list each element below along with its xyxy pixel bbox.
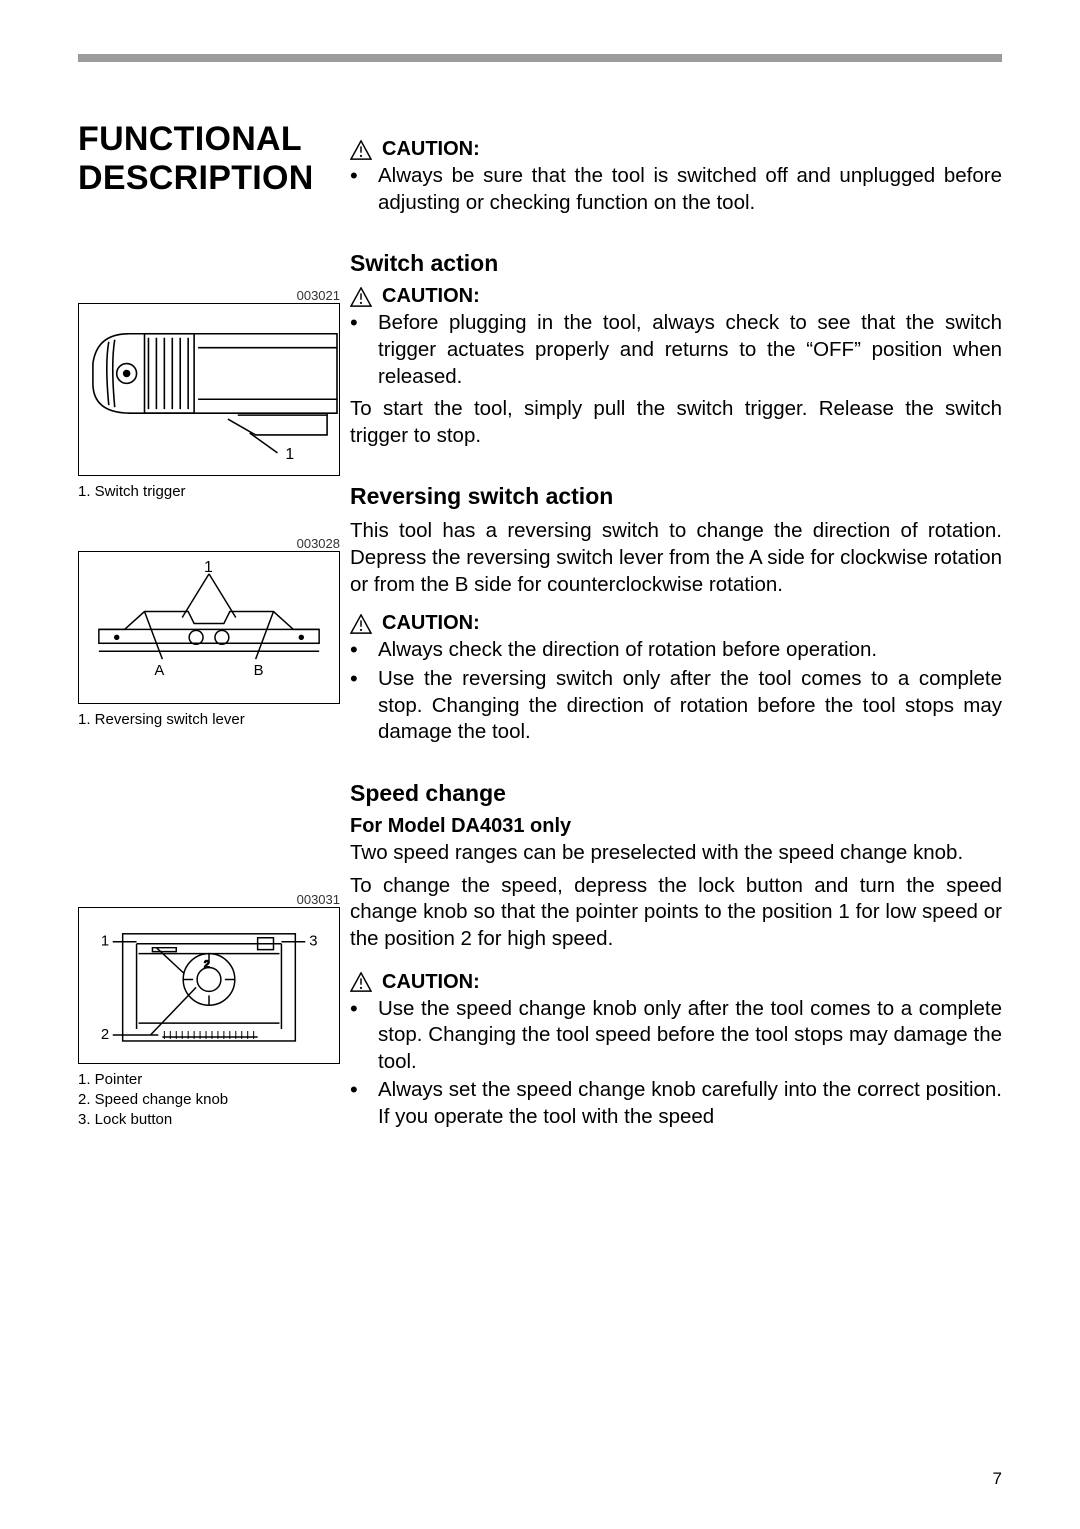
bullet-item: Always set the speed change knob careful… [378,1077,1002,1130]
caution-heading: CAUTION: [350,971,1002,994]
figure-caption: 1. Switch trigger [78,482,340,502]
figure-diagram: 1 A B [78,551,340,704]
caption-line: 2. Speed change knob [78,1090,340,1110]
figure-caption: 1. Pointer 2. Speed change knob 3. Lock … [78,1070,340,1131]
caution-heading: CAUTION: [350,138,1002,161]
left-column: FUNCTIONAL DESCRIPTION 003021 [78,120,340,1165]
warning-triangle-icon [350,614,372,634]
subsection-heading: Speed change [350,780,1002,807]
body-paragraph: To change the speed, depress the lock bu… [350,873,1002,953]
warning-triangle-icon [350,972,372,992]
label-a: A [154,663,164,679]
speed-change-diagram-icon: 2 1 2 3 [79,908,339,1063]
callout-3: 3 [309,934,317,950]
sub-subheading: For Model DA4031 only [350,815,1002,838]
bullet-item: Always be sure that the tool is switched… [378,163,1002,216]
callout-1: 1 [285,446,294,463]
body-paragraph: To start the tool, simply pull the switc… [350,396,1002,449]
figure-block: 003021 [78,288,340,502]
figure-block: 003031 2 [78,892,340,1131]
reversing-switch-diagram-icon: 1 A B [79,552,339,703]
subsection-heading: Reversing switch action [350,483,1002,510]
top-bar [78,54,1002,62]
caution-label: CAUTION: [382,285,480,308]
caution-list: Always be sure that the tool is switched… [350,163,1002,216]
figure-code: 003031 [78,892,340,907]
caution-label: CAUTION: [382,138,480,161]
svg-text:2: 2 [204,960,210,971]
caution-heading: CAUTION: [350,612,1002,635]
body-paragraph: Two speed ranges can be preselected with… [350,840,1002,867]
figure-code: 003021 [78,288,340,303]
caption-line: 3. Lock button [78,1110,340,1130]
caption-line: 1. Pointer [78,1070,340,1090]
figure-caption: 1. Reversing switch lever [78,710,340,730]
bullet-item: Use the reversing switch only after the … [378,666,1002,746]
caution-heading: CAUTION: [350,285,1002,308]
bullet-item: Use the speed change knob only after the… [378,996,1002,1076]
subsection-heading: Switch action [350,250,1002,277]
body-paragraph: This tool has a reversing switch to chan… [350,518,1002,598]
bullet-item: Always check the direction of rotation b… [378,637,1002,664]
title-line: DESCRIPTION [78,159,314,197]
caution-label: CAUTION: [382,971,480,994]
manual-page: FUNCTIONAL DESCRIPTION 003021 [0,0,1080,1529]
figure-diagram: 2 1 2 3 [78,907,340,1064]
caution-label: CAUTION: [382,612,480,635]
figure-code: 003028 [78,536,340,551]
figure-block: 003028 [78,536,340,730]
callout-1: 1 [101,934,109,950]
callout-2: 2 [101,1027,109,1043]
right-column: CAUTION: Always be sure that the tool is… [350,120,1002,1165]
callout-1: 1 [204,559,213,576]
two-column-layout: FUNCTIONAL DESCRIPTION 003021 [78,120,1002,1165]
caution-list: Use the speed change knob only after the… [350,996,1002,1131]
section-title: FUNCTIONAL DESCRIPTION [78,120,340,198]
label-b: B [254,663,264,679]
caution-list: Before plugging in the tool, always chec… [350,310,1002,390]
spacer [78,222,340,288]
caution-list: Always check the direction of rotation b… [350,637,1002,746]
spacer [78,764,340,892]
figure-diagram: 1 [78,303,340,476]
switch-trigger-diagram-icon: 1 [79,304,339,475]
spacer [350,120,1002,138]
warning-triangle-icon [350,140,372,160]
bullet-item: Before plugging in the tool, always chec… [378,310,1002,390]
warning-triangle-icon [350,287,372,307]
page-number: 7 [993,1469,1002,1489]
title-line: FUNCTIONAL [78,120,302,158]
